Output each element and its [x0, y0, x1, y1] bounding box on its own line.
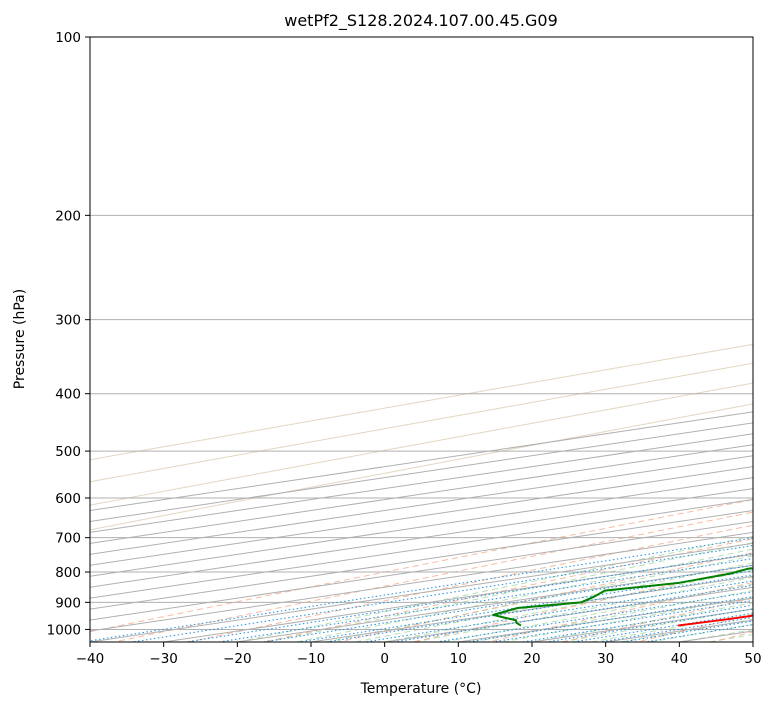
y-tick-label: 1000 [47, 622, 81, 638]
y-tick-label: 100 [55, 30, 81, 46]
y-tick-label: 700 [55, 531, 81, 547]
moist-adiabat-line [472, 590, 753, 642]
y-tick-label: 900 [55, 595, 81, 611]
x-tick-label: −20 [223, 651, 252, 667]
isotherm-line [90, 477, 753, 577]
x-tick-label: 30 [597, 651, 614, 667]
y-tick-label: 600 [55, 491, 81, 507]
dry-adiabat-line [90, 499, 753, 633]
y-tick-label: 500 [55, 444, 81, 460]
isotherm-line [90, 520, 753, 621]
isotherm-line [90, 488, 753, 588]
x-axis: −40 −30 −20 −10 0 10 20 30 40 50 [76, 642, 762, 667]
mixing-ratio-line [436, 591, 753, 642]
isotherm-line [90, 455, 753, 555]
x-tick-label: 50 [744, 651, 761, 667]
y-tick-label: 300 [55, 313, 81, 329]
chart-title: wetPf2_S128.2024.107.00.45.G09 [284, 11, 558, 31]
y-axis-label: Pressure (hPa) [12, 289, 28, 389]
plot-frame [89, 36, 754, 643]
dry-adiabat-line [263, 538, 753, 642]
isotherm-line [90, 509, 753, 610]
x-tick-label: −10 [297, 651, 326, 667]
isotherms [90, 411, 753, 642]
moist-adiabat-line [414, 576, 753, 642]
moist-adiabat-line [266, 542, 753, 642]
x-tick-label: −40 [76, 651, 105, 667]
isotherm-line [90, 466, 753, 566]
x-tick-label: −30 [149, 651, 178, 667]
plot-area: 0.10.20.40.611.52346810131620253036-100-… [90, 37, 753, 642]
y-tick-label: 400 [55, 387, 81, 403]
y-tick-label: 800 [55, 565, 81, 581]
isotherm-line [90, 499, 753, 599]
x-tick-label: 20 [523, 651, 540, 667]
y-axis: 100 200 300 400 500 600 700 800 900 1000 [47, 30, 90, 638]
mixing-ratio-line [185, 553, 753, 642]
x-tick-label: 0 [380, 651, 389, 667]
mixing-ratio-line [492, 599, 753, 642]
mixing-ratio-lines [90, 537, 753, 642]
dewpoint-line [492, 567, 753, 627]
isotherm-line [90, 531, 753, 632]
dry-adiabats [90, 499, 753, 642]
isotherm-line [90, 444, 753, 544]
moist-adiabat-line [325, 555, 753, 642]
x-axis-label: Temperature (°C) [360, 681, 482, 697]
x-tick-label: 10 [450, 651, 467, 667]
y-tick-label: 200 [55, 208, 81, 224]
moist-adiabat-line [296, 548, 753, 642]
x-tick-label: 40 [671, 651, 688, 667]
profile-lines [492, 567, 753, 627]
